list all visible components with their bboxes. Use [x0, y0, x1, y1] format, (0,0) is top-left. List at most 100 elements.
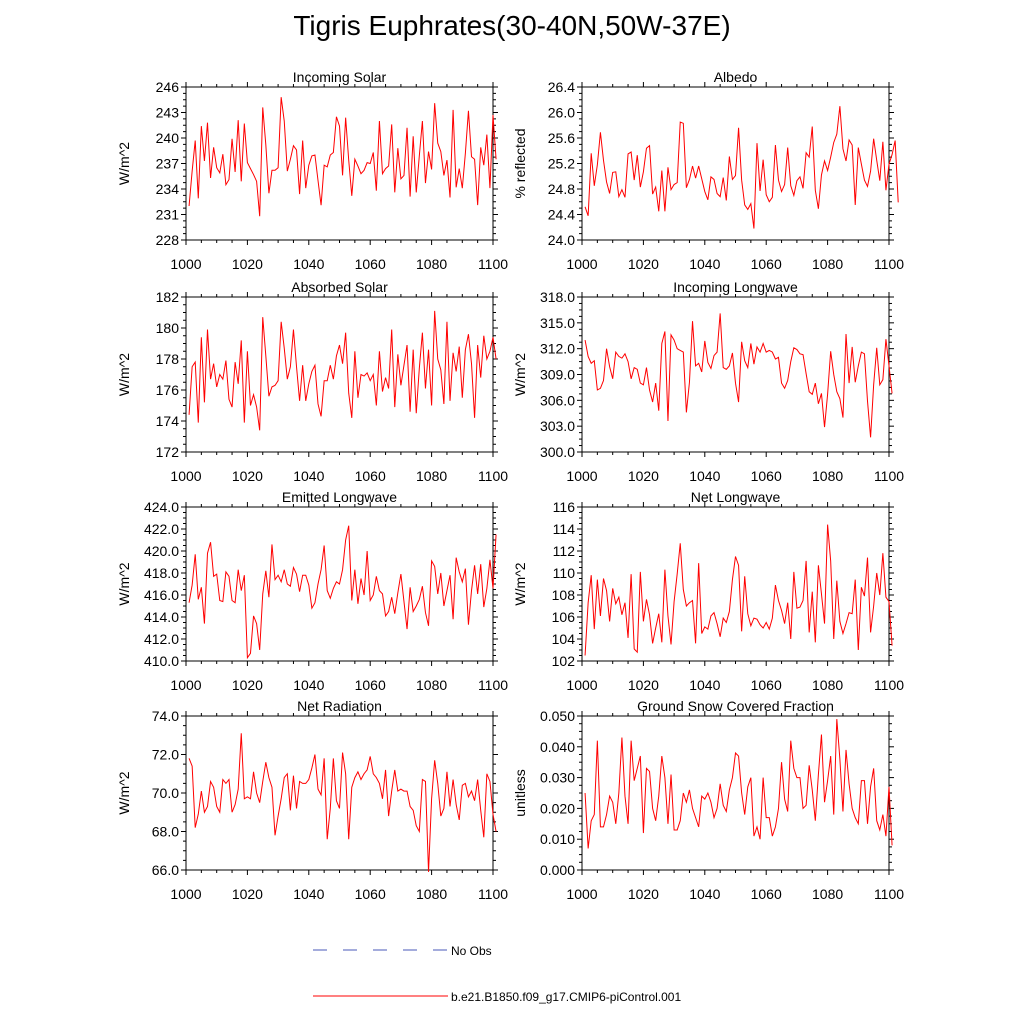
x-tick-label: 1000: [170, 468, 201, 484]
panel-ground-snow-covered-fraction: Ground Snow Covered Fraction 1000 1020 1040…: [512, 698, 904, 902]
x-tick-label: 1100: [478, 256, 508, 272]
y-tick-label: 0.030: [540, 770, 575, 786]
y-tick-label: 116: [553, 499, 576, 515]
y-tick-label: 0.000: [540, 862, 575, 878]
x-tick-label: 1040: [293, 256, 324, 272]
y-axis-label: % reflected: [512, 128, 528, 198]
y-tick-label: 0.050: [540, 708, 575, 724]
x-tick-label: 1100: [478, 886, 508, 902]
y-tick-label: 68.0: [152, 824, 179, 840]
plot-frame: [581, 715, 890, 871]
y-tick-label: 315.0: [540, 315, 575, 331]
x-tick-label: 1040: [689, 256, 720, 272]
series-line: [584, 524, 893, 656]
x-tick-label: 1100: [478, 677, 508, 693]
y-tick-label: 74.0: [152, 708, 179, 724]
y-tick-label: 108: [552, 587, 576, 603]
y-axis-label: W/m^2: [116, 142, 132, 185]
panel-title: Absorbed Solar: [291, 279, 388, 295]
y-tick-label: 246: [156, 79, 180, 95]
y-tick-label: 306.0: [540, 392, 575, 408]
x-tick-label: 1060: [751, 886, 782, 902]
x-tick-label: 1040: [689, 677, 720, 693]
x-tick-label: 1020: [232, 468, 263, 484]
series-line: [188, 733, 497, 872]
y-tick-label: 240: [156, 130, 180, 146]
panel-incoming-solar: Incoming Solar 1000 1020 1040 1060 1080 1100 22…: [116, 69, 508, 272]
y-tick-label: 418.0: [144, 565, 179, 581]
y-tick-label: 416.0: [144, 587, 179, 603]
panel-title: Incoming Solar: [293, 69, 387, 85]
y-tick-label: 0.040: [540, 739, 575, 755]
x-tick-label: 1100: [874, 468, 904, 484]
y-tick-label: 176: [156, 382, 180, 398]
x-tick-label: 1080: [416, 886, 447, 902]
series-line: [188, 310, 497, 431]
x-tick-label: 1100: [874, 256, 904, 272]
y-tick-label: 237: [156, 156, 180, 172]
panel-emitted-longwave: Emitted Longwave 1000 1020 1040 1060 1080 1100…: [116, 489, 508, 693]
x-tick-label: 1100: [874, 677, 904, 693]
x-tick-label: 1000: [566, 468, 597, 484]
y-tick-label: 303.0: [540, 418, 575, 434]
x-tick-label: 1060: [751, 677, 782, 693]
panel-net-radiation: Net Radiation 1000 1020 1040 1060 1080 1100 66.…: [116, 698, 508, 902]
y-tick-label: 422.0: [144, 521, 179, 537]
y-tick-label: 26.4: [548, 79, 575, 95]
series-line: [188, 525, 497, 660]
y-tick-label: 414.0: [144, 609, 179, 625]
legend-obs-label: No Obs: [451, 944, 492, 958]
y-tick-label: 312.0: [540, 341, 575, 357]
x-tick-label: 1100: [478, 468, 508, 484]
legend-model-label: b.e21.B1850.f09_g17.CMIP6-piControl.001: [451, 990, 681, 1004]
y-tick-label: 70.0: [152, 785, 179, 801]
y-tick-label: 228: [156, 232, 180, 248]
x-tick-label: 1000: [170, 677, 201, 693]
panel-title: Emitted Longwave: [282, 489, 397, 505]
x-tick-label: 1020: [232, 886, 263, 902]
x-tick-label: 1040: [293, 886, 324, 902]
x-tick-label: 1080: [812, 468, 843, 484]
x-tick-label: 1080: [812, 886, 843, 902]
y-axis-label: W/m^2: [512, 353, 528, 396]
x-tick-label: 1080: [812, 256, 843, 272]
y-tick-label: 24.0: [548, 232, 575, 248]
x-tick-label: 1020: [232, 677, 263, 693]
y-tick-label: 420.0: [144, 543, 179, 559]
x-tick-label: 1060: [355, 886, 386, 902]
x-tick-label: 1020: [232, 256, 263, 272]
y-tick-label: 26.0: [548, 105, 575, 121]
y-tick-label: 243: [156, 105, 180, 121]
y-axis-label: W/m^2: [512, 562, 528, 605]
x-tick-label: 1020: [628, 886, 659, 902]
x-tick-label: 1060: [355, 677, 386, 693]
x-tick-label: 1080: [812, 677, 843, 693]
y-tick-label: 0.010: [540, 831, 575, 847]
y-tick-label: 24.8: [548, 181, 575, 197]
y-tick-label: 24.4: [548, 207, 575, 223]
y-tick-label: 180: [156, 320, 180, 336]
x-tick-label: 1080: [416, 677, 447, 693]
x-tick-label: 1060: [751, 256, 782, 272]
y-tick-label: 25.2: [548, 156, 575, 172]
x-tick-label: 1040: [689, 886, 720, 902]
y-tick-label: 114: [553, 521, 576, 537]
plot-frame: [581, 296, 890, 453]
y-tick-label: 25.6: [548, 130, 575, 146]
panel-net-longwave: Net Longwave 1000 1020 1040 1060 1080 1100 102 1…: [512, 489, 904, 693]
x-tick-label: 1000: [566, 886, 597, 902]
panel-title: Incoming Longwave: [673, 279, 798, 295]
x-tick-label: 1040: [689, 468, 720, 484]
x-tick-label: 1020: [628, 677, 659, 693]
panel-absorbed-solar: Absorbed Solar 1000 1020 1040 1060 1080 1100 17…: [116, 279, 508, 484]
panel-title: Ground Snow Covered Fraction: [637, 698, 834, 714]
y-tick-label: 106: [552, 609, 576, 625]
y-tick-label: 182: [156, 289, 180, 305]
plot-frame: [185, 715, 494, 871]
x-tick-label: 1060: [355, 468, 386, 484]
x-tick-label: 1040: [293, 677, 324, 693]
panel-albedo: Albedo 1000 1020 1040 1060 1080 1100 24.0 24.4 24…: [512, 69, 904, 272]
y-tick-label: 424.0: [144, 499, 179, 515]
y-axis-label: W/m^2: [116, 353, 132, 396]
y-tick-label: 104: [552, 631, 576, 647]
